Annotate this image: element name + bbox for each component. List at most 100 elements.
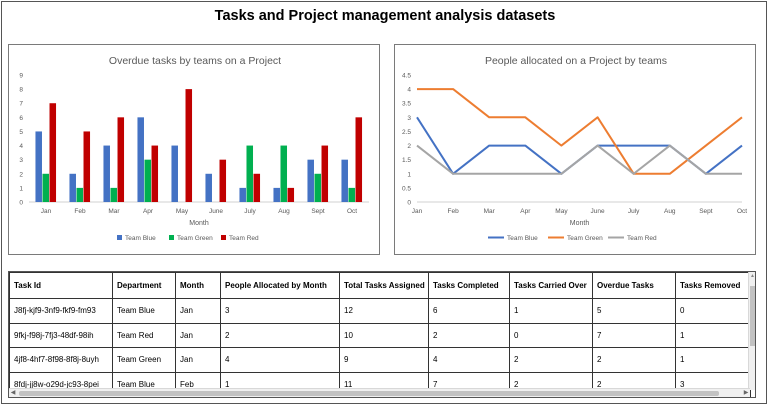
- bar-team-blue-aug: [273, 187, 280, 202]
- horizontal-scroll-thumb[interactable]: [19, 391, 719, 396]
- scroll-up-arrow-icon[interactable]: ▲: [750, 273, 755, 279]
- bar-team-green-jan: [42, 173, 50, 202]
- vertical-scroll-thumb[interactable]: [750, 286, 755, 346]
- bar-team-red-apr: [151, 145, 159, 202]
- bar-team-red-aug: [287, 187, 295, 202]
- cell-tasks-carried-over: 2: [509, 347, 593, 373]
- cell-month: Jan: [175, 347, 221, 373]
- bar-team-red-oct: [355, 117, 363, 202]
- y-tick-label: 3: [19, 157, 23, 164]
- y-tick-label: 4: [19, 143, 23, 150]
- y-tick-label: 4.5: [402, 73, 411, 80]
- x-tick-label: Oct: [737, 208, 747, 215]
- bar-team-green-mar: [110, 187, 118, 202]
- bar-team-red-june: [219, 159, 227, 202]
- cell-tasks-removed: 0: [675, 298, 751, 324]
- bar-team-green-aug: [280, 145, 288, 202]
- cell-tasks-completed: 4: [428, 347, 510, 373]
- cell-task-id: 9fkj-f98j-7fj3-48df-98ih: [9, 322, 113, 348]
- x-tick-label: Oct: [347, 208, 357, 215]
- cell-task-id: J8fj-kjf9-3nf9-fkf9-fm93: [9, 298, 113, 324]
- cell-month: Jan: [175, 322, 221, 348]
- chart-title: People allocated on a Project by teams: [485, 55, 667, 67]
- cell-total-tasks: 12: [339, 298, 429, 324]
- x-axis-title: Month: [189, 220, 209, 227]
- cell-overdue-tasks: 2: [592, 347, 676, 373]
- header-people-allocated[interactable]: People Allocated by Month: [220, 272, 340, 299]
- table-row[interactable]: 4jf8-4hf7-8f98-8f8j-8uyh Team Green Jan …: [9, 347, 751, 373]
- chart-title: Overdue tasks by teams on a Project: [109, 55, 281, 67]
- header-tasks-removed[interactable]: Tasks Removed: [675, 272, 751, 299]
- x-tick-label: May: [555, 208, 568, 215]
- x-tick-label: Feb: [448, 208, 460, 215]
- header-total-tasks[interactable]: Total Tasks Assigned: [339, 272, 429, 299]
- x-tick-label: Jan: [41, 208, 52, 215]
- cell-tasks-completed: 2: [428, 322, 510, 348]
- cell-people-allocated: 3: [220, 298, 340, 324]
- legend-label-team-green: Team Green: [177, 235, 213, 242]
- cell-tasks-carried-over: 0: [509, 322, 593, 348]
- cell-month: Jan: [175, 298, 221, 324]
- bar-team-green-apr: [144, 159, 152, 202]
- scroll-right-arrow-icon[interactable]: ▶: [743, 390, 749, 396]
- cell-total-tasks: 10: [339, 322, 429, 348]
- y-tick-label: 6: [19, 115, 23, 122]
- y-tick-label: 1.5: [402, 157, 411, 164]
- x-tick-label: Jan: [412, 208, 423, 215]
- x-tick-label: Sept: [699, 208, 713, 215]
- task-table-container[interactable]: Task Id Department Month People Allocate…: [8, 271, 756, 398]
- header-overdue-tasks[interactable]: Overdue Tasks: [592, 272, 676, 299]
- legend-label-team-green: Team Green: [567, 235, 603, 242]
- legend-label-team-blue: Team Blue: [125, 235, 156, 242]
- bar-team-red-feb: [83, 131, 91, 202]
- cell-task-id: 4jf8-4hf7-8f98-8f8j-8uyh: [9, 347, 113, 373]
- bar-team-red-may: [185, 89, 193, 202]
- table-row[interactable]: J8fj-kjf9-3nf9-fkf9-fm93 Team Blue Jan 3…: [9, 298, 751, 324]
- series-line-team-green: [417, 88, 743, 175]
- x-tick-label: July: [244, 208, 256, 215]
- cell-department: Team Red: [112, 322, 176, 348]
- header-tasks-completed[interactable]: Tasks Completed: [428, 272, 510, 299]
- cell-overdue-tasks: 5: [592, 298, 676, 324]
- bar-team-green-july: [246, 145, 254, 202]
- overdue-tasks-chart: Overdue tasks by teams on a Project 0 1 2 3 4…: [8, 44, 380, 255]
- cell-tasks-removed: 1: [675, 322, 751, 348]
- bar-team-blue-jan: [35, 131, 42, 202]
- header-task-id[interactable]: Task Id: [9, 272, 113, 299]
- x-tick-label: June: [209, 208, 223, 215]
- bar-team-green-feb: [76, 187, 84, 202]
- bar-team-blue-mar: [103, 145, 110, 202]
- bar-team-red-sept: [321, 145, 329, 202]
- x-tick-label: Feb: [74, 208, 86, 215]
- bar-team-green-sept: [314, 173, 322, 202]
- vertical-scrollbar[interactable]: ▲: [748, 272, 755, 390]
- bar-team-red-mar: [117, 117, 125, 202]
- bar-team-blue-june: [205, 173, 212, 202]
- header-department[interactable]: Department: [112, 272, 176, 299]
- header-tasks-carried-over[interactable]: Tasks Carried Over: [509, 272, 593, 299]
- y-tick-label: 5: [19, 129, 23, 136]
- y-tick-label: 3: [407, 115, 411, 122]
- y-tick-label: 4: [407, 87, 411, 94]
- scroll-left-arrow-icon[interactable]: ◀: [10, 390, 16, 396]
- bar-team-blue-july: [239, 187, 246, 202]
- bar-team-blue-sept: [307, 159, 314, 202]
- y-tick-label: 1: [19, 185, 23, 192]
- task-table: Task Id Department Month People Allocate…: [9, 272, 751, 397]
- horizontal-scrollbar[interactable]: ◀ ▶: [9, 388, 750, 397]
- table-header-row: Task Id Department Month People Allocate…: [9, 272, 751, 299]
- series-line-team-blue: [416, 116, 743, 175]
- cell-overdue-tasks: 7: [592, 322, 676, 348]
- y-tick-label: 7: [19, 101, 23, 108]
- y-tick-label: 0: [19, 200, 23, 207]
- bar-team-blue-feb: [69, 173, 76, 202]
- y-tick-label: 2: [19, 171, 23, 178]
- legend-swatch-team-blue: [117, 235, 122, 240]
- bar-team-red-july: [253, 173, 261, 202]
- overdue-tasks-svg: Overdue tasks by teams on a Project 0 1 2 3 4…: [19, 55, 369, 242]
- series-line-team-red: [416, 144, 742, 175]
- table-row[interactable]: 9fkj-f98j-7fj3-48df-98ih Team Red Jan 2 …: [9, 322, 751, 348]
- x-tick-label: July: [628, 208, 640, 215]
- header-month[interactable]: Month: [175, 272, 221, 299]
- y-tick-label: 0: [407, 200, 411, 207]
